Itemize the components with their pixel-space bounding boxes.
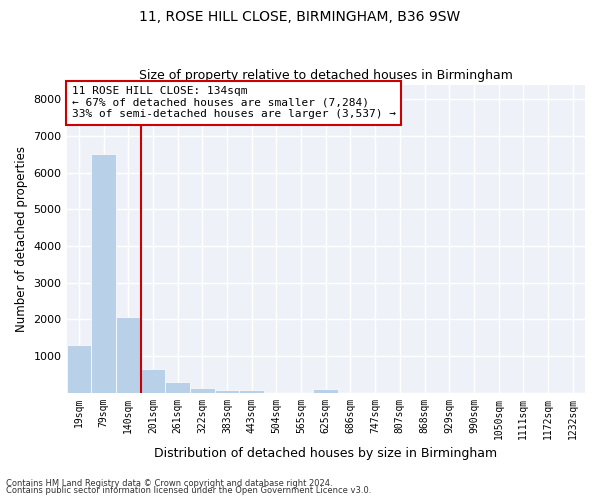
Text: 11, ROSE HILL CLOSE, BIRMINGHAM, B36 9SW: 11, ROSE HILL CLOSE, BIRMINGHAM, B36 9SW [139, 10, 461, 24]
Title: Size of property relative to detached houses in Birmingham: Size of property relative to detached ho… [139, 69, 513, 82]
Bar [215, 390, 239, 392]
Bar [239, 390, 264, 392]
Bar [91, 154, 116, 392]
Text: Contains HM Land Registry data © Crown copyright and database right 2024.: Contains HM Land Registry data © Crown c… [6, 478, 332, 488]
Bar [313, 389, 338, 392]
Bar [190, 388, 215, 392]
Text: Contains public sector information licensed under the Open Government Licence v3: Contains public sector information licen… [6, 486, 371, 495]
Bar [116, 318, 140, 392]
Bar [67, 345, 91, 393]
Y-axis label: Number of detached properties: Number of detached properties [15, 146, 28, 332]
Bar [140, 369, 165, 392]
Text: 11 ROSE HILL CLOSE: 134sqm
← 67% of detached houses are smaller (7,284)
33% of s: 11 ROSE HILL CLOSE: 134sqm ← 67% of deta… [72, 86, 396, 120]
X-axis label: Distribution of detached houses by size in Birmingham: Distribution of detached houses by size … [154, 447, 497, 460]
Bar [165, 382, 190, 392]
